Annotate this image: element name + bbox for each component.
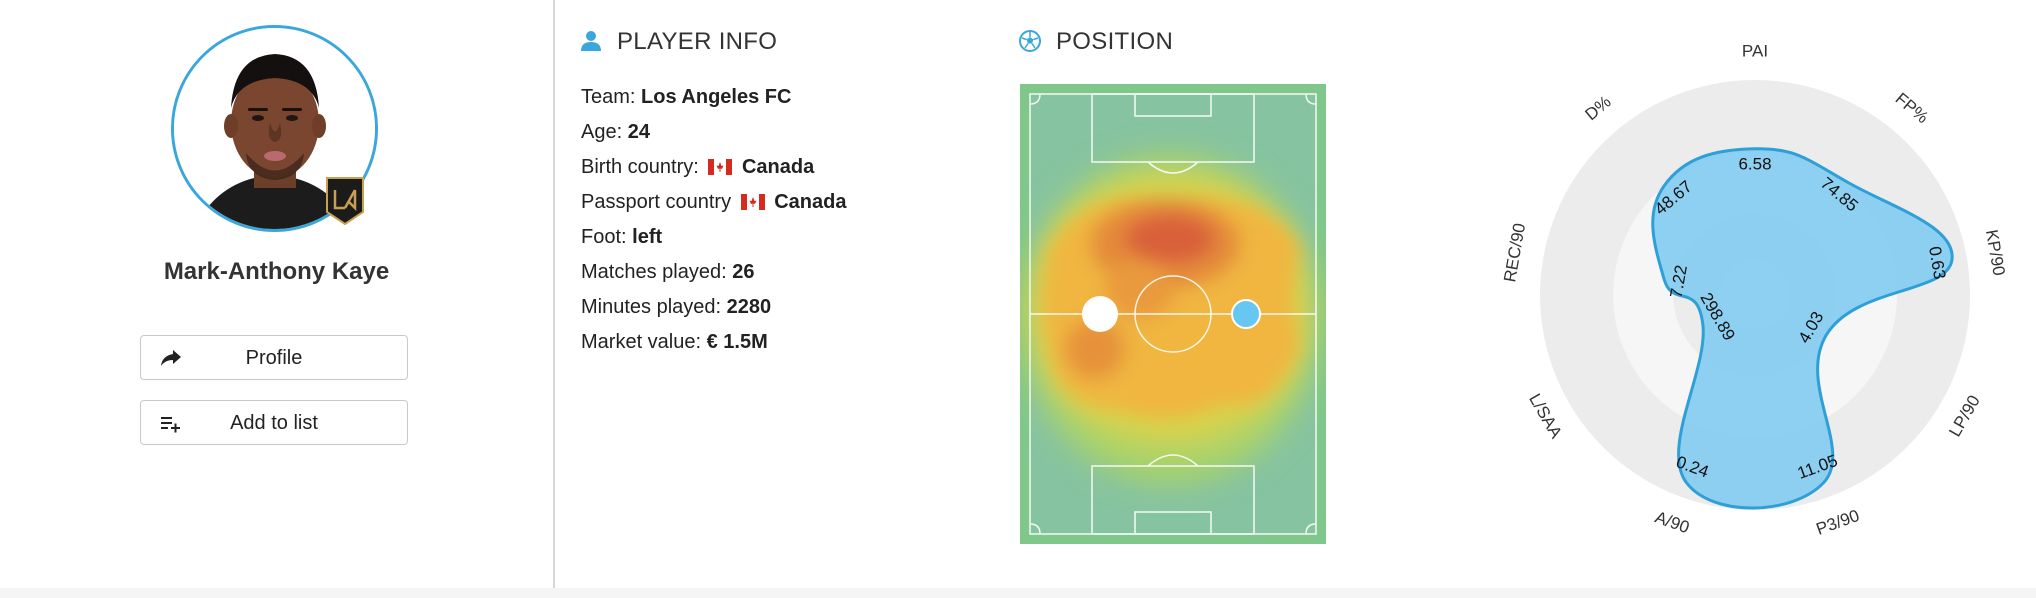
radar-axis-label: L/SAA [1525, 390, 1566, 442]
radar-axis-label: REC/90 [1500, 222, 1529, 284]
bottom-strip [0, 588, 2036, 598]
stats-radar-chart: PAI 6.58 FP% 74.85 KP/90 0.63 LP/90 4.03 P3/90 11… [1470, 0, 2036, 560]
market-value-value: € 1.5M [706, 331, 768, 353]
radar-axis-label: P3/90 [1814, 506, 1862, 539]
position-heatmap [1020, 84, 1326, 544]
radar-value-label: 6.58 [1738, 154, 1771, 173]
playlist-add-icon [159, 413, 183, 433]
team-value: Los Angeles FC [641, 86, 792, 108]
matches-value: 26 [732, 261, 755, 283]
radar-axis-label: LP/90 [1945, 392, 1984, 440]
player-photo [171, 25, 378, 232]
radar-axis-label: FP% [1892, 89, 1932, 127]
info-market-value: Market value: € 1.5M [581, 329, 846, 364]
player-info-list: Team: Los Angeles FC Age: 24 Birth count… [581, 84, 846, 364]
radar-axis-label: KP/90 [1982, 228, 2009, 277]
info-matches: Matches played: 26 [581, 259, 846, 294]
profile-button[interactable]: Profile [140, 335, 408, 380]
profile-button-label: Profile [245, 347, 303, 369]
player-avatar [171, 25, 378, 232]
player-card: Mark-Anthony Kaye Profile Add to list [0, 0, 553, 598]
info-minutes: Minutes played: 2280 [581, 294, 846, 329]
canada-flag-icon [708, 156, 733, 175]
info-passport-country: Passport country Canada [581, 189, 846, 224]
player-info-title: PLAYER INFO [617, 28, 778, 55]
passport-country-value: Canada [774, 191, 847, 213]
minutes-label: Minutes played: [581, 296, 722, 318]
position-heading: POSITION [1019, 28, 1174, 56]
market-value-label: Market value: [581, 331, 702, 353]
age-value: 24 [627, 121, 650, 143]
team-label: Team: [581, 86, 636, 108]
foot-value: left [632, 226, 663, 248]
foot-label: Foot: [581, 226, 627, 248]
add-to-list-button-label: Add to list [230, 412, 318, 434]
info-foot: Foot: left [581, 224, 846, 259]
info-team: Team: Los Angeles FC [581, 84, 846, 119]
soccer-ball-icon [1018, 29, 1042, 53]
radar-axis-label: A/90 [1653, 507, 1692, 537]
position-title: POSITION [1056, 28, 1174, 55]
add-to-list-button[interactable]: Add to list [140, 400, 408, 445]
passport-country-label: Passport country [581, 191, 732, 213]
club-badge-icon [325, 176, 365, 226]
radar-axis-label: D% [1582, 92, 1615, 124]
info-birth-country: Birth country: Canada [581, 154, 846, 189]
player-info-heading: PLAYER INFO [581, 28, 778, 56]
radar-axis-label: PAI [1742, 41, 1768, 60]
panel-divider [553, 0, 555, 598]
birth-country-value: Canada [741, 156, 815, 178]
share-arrow-icon [159, 348, 183, 368]
matches-label: Matches played: [581, 261, 727, 283]
birth-country-label: Birth country: [581, 156, 699, 178]
player-name: Mark-Anthony Kaye [163, 258, 390, 285]
canada-flag-icon [740, 191, 765, 210]
minutes-value: 2280 [726, 296, 772, 318]
info-age: Age: 24 [581, 119, 846, 154]
user-icon [579, 29, 603, 53]
radar-area [1651, 147, 1954, 510]
age-label: Age: [581, 121, 623, 143]
